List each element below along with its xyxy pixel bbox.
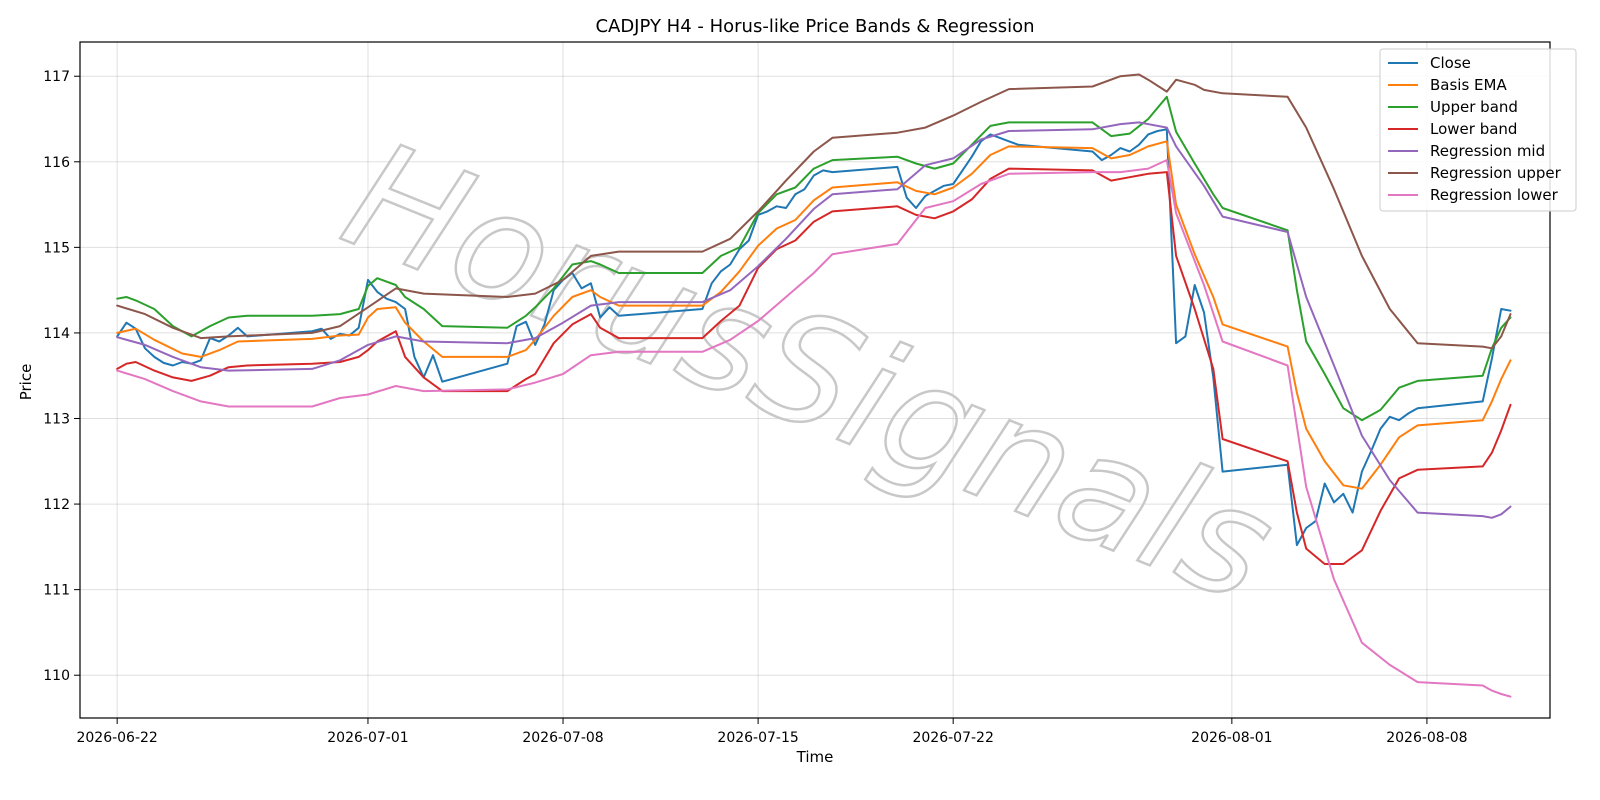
x-tick-label: 2026-07-01 — [327, 730, 408, 746]
series-line-regression-mid — [116, 121, 1512, 519]
legend-label-lower-band: Lower band — [1430, 120, 1517, 138]
y-tick-label: 113 — [43, 412, 70, 428]
axis-ticks: 2026-06-22 2026-07-01 2026-07-08 2026-07-15… — [43, 69, 1467, 746]
legend-box — [1379, 48, 1577, 212]
x-tick-label: 2026-08-01 — [1191, 730, 1272, 746]
legend-label-upper-band: Upper band — [1430, 98, 1518, 116]
y-tick-label: 110 — [43, 668, 70, 684]
legend-label-close: Close — [1430, 54, 1471, 72]
legend-label-regression-upper: Regression upper — [1430, 164, 1562, 182]
legend-label-basis-ema: Basis EMA — [1430, 76, 1507, 94]
x-tick-label: 2026-07-08 — [522, 730, 603, 746]
y-tick-label: 116 — [43, 155, 70, 171]
y-tick-label: 111 — [43, 583, 70, 599]
y-axis-label: Price — [17, 364, 35, 401]
series-line-upper-band — [116, 95, 1512, 422]
series-lines — [116, 73, 1512, 698]
series-line-lower-band — [116, 167, 1512, 565]
series-line-regression-upper — [116, 73, 1512, 350]
x-tick-label: 2026-08-08 — [1386, 730, 1467, 746]
x-tick-label: 2026-06-22 — [76, 730, 157, 746]
y-tick-label: 117 — [43, 69, 70, 85]
y-tick-label: 115 — [43, 240, 70, 256]
legend-label-regression-lower: Regression lower — [1430, 186, 1559, 204]
series-line-regression-lower — [116, 159, 1512, 698]
grid — [80, 42, 1550, 718]
chart-title: CADJPY H4 - Horus-like Price Bands & Reg… — [595, 16, 1034, 37]
y-tick-label: 112 — [43, 497, 70, 513]
x-tick-label: 2026-07-22 — [912, 730, 993, 746]
legend-label-regression-mid: Regression mid — [1430, 142, 1545, 160]
legend: Close Basis EMA Upper band Lower band Regres… — [1379, 48, 1577, 212]
x-tick-label: 2026-07-15 — [717, 730, 798, 746]
x-axis-label: Time — [796, 748, 834, 766]
series-line-basis-ema — [116, 140, 1512, 490]
plot-frame — [79, 41, 1551, 719]
y-tick-label: 114 — [43, 326, 70, 342]
